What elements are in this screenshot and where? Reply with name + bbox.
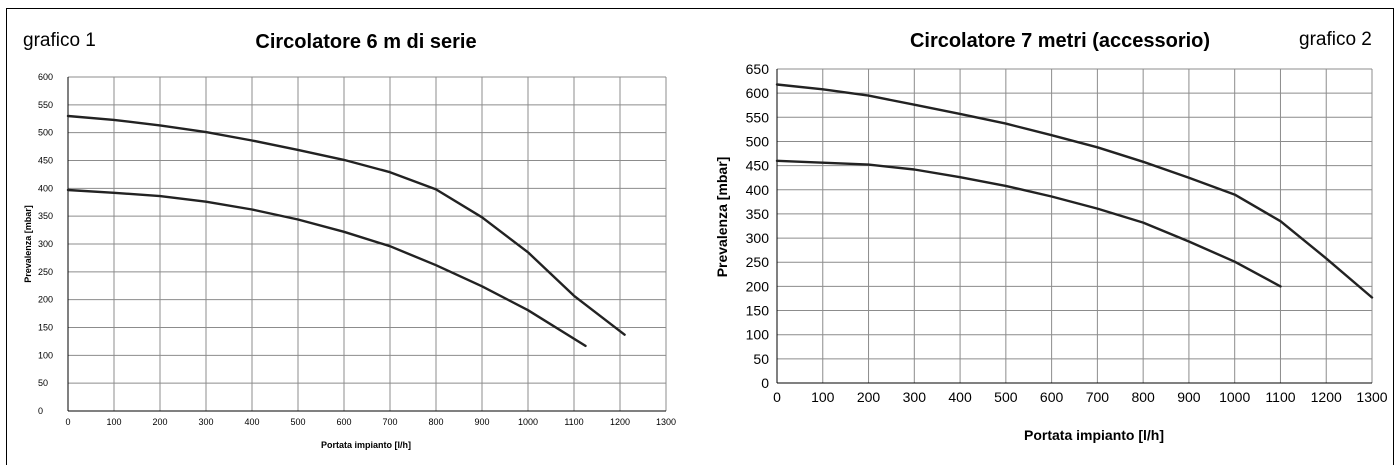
chart1-x-tick-label: 700 [382,417,397,427]
chart2-y-tick-label: 150 [746,303,770,319]
chart1-x-tick-label: 1100 [564,417,583,427]
chart2-y-tick-label: 550 [746,109,770,125]
chart2-y-tick-label: 400 [746,182,770,198]
chart1-y-tick-label: 400 [38,183,53,193]
chart2-x-tick-label: 900 [1177,389,1201,405]
chart2-x-tick-label: 200 [857,389,881,405]
chart1-x-tick-label: 800 [428,417,443,427]
chart2-x-tick-label: 300 [903,389,927,405]
chart1-x-tick-label: 300 [198,417,213,427]
chart1-y-axis-label: Prevalenza [mbar] [23,205,33,283]
chart1-x-tick-label: 0 [65,417,70,427]
chart1-series-1-line [66,114,626,336]
chart2-x-tick-label: 1000 [1219,389,1250,405]
chart2: 0 100 200 300 400 500 600 700 800 900 1000 1100 1200… [746,61,1388,405]
chart1-y-tick-label: 600 [38,72,53,82]
chart1-y-tick-label: 250 [38,267,53,277]
chart2-y-tick-label: 300 [746,230,770,246]
chart2-x-tick-label: 0 [773,389,781,405]
chart1-title: Circolatore 6 m di serie [255,31,476,53]
chart2-y-tick-label: 100 [746,327,770,343]
chart1-x-tick-label: 900 [474,417,489,427]
chart1-y-tick-label: 300 [38,239,53,249]
chart2-x-tick-label: 1300 [1356,389,1387,405]
chart2-y-tick-label: 0 [761,375,769,391]
chart2-x-axis-label: Portata impianto [l/h] [1024,427,1164,443]
chart1-x-tick-label: 600 [336,417,351,427]
chart2-y-tick-label: 600 [746,85,770,101]
chart2-x-tick-label: 100 [811,389,835,405]
chart2-y-tick-label: 650 [746,61,770,77]
chart1-y-tick-label: 50 [38,378,48,388]
chart1: 0 100 200 300 400 500 600 700 800 900 1000 1100 1200… [38,72,676,427]
chart1-y-tick-label: 150 [38,323,53,333]
chart2-series-1-line [775,83,1374,299]
chart1-x-tick-label: 100 [106,417,121,427]
chart1-x-axis-label: Portata impianto [l/h] [321,440,411,450]
chart2-title: Circolatore 7 metri (accessorio) [910,30,1210,52]
chart1-y-tick-label: 550 [38,100,53,110]
chart1-y-tick-label: 450 [38,156,53,166]
chart1-x-tick-label: 500 [290,417,305,427]
chart2-y-tick-label: 500 [746,133,770,149]
chart2-y-tick-label: 250 [746,254,770,270]
chart1-tag: grafico 1 [23,30,96,51]
chart2-y-tick-label: 50 [753,351,769,367]
chart1-y-tick-label: 100 [38,350,53,360]
chart2-y-tick-label: 350 [746,206,770,222]
chart2-y-tick-label: 450 [746,158,770,174]
chart1-y-tick-label: 200 [38,295,53,305]
chart2-series-2-line [775,159,1282,288]
plot-areas: 0 100 200 300 400 500 600 700 800 900 1000 1100 1200… [38,61,1388,427]
chart2-x-tick-label: 500 [994,389,1018,405]
chart1-x-tick-label: 1000 [518,417,538,427]
chart2-y-axis-label: Prevalenza [mbar] [714,157,730,278]
chart1-series-2-line [66,188,587,348]
chart1-y-tick-label: 0 [38,406,43,416]
chart2-x-tick-label: 800 [1131,389,1155,405]
chart1-y-tick-label: 500 [38,128,53,138]
chart2-x-tick-label: 1200 [1311,389,1342,405]
chart1-x-tick-label: 1300 [656,417,676,427]
chart2-y-tick-label: 200 [746,278,770,294]
chart1-x-tick-label: 200 [152,417,167,427]
chart2-x-tick-label: 600 [1040,389,1064,405]
chart1-y-tick-label: 350 [38,211,53,221]
chart1-x-tick-label: 400 [244,417,259,427]
chart2-tag: grafico 2 [1299,29,1372,50]
chart2-x-tick-label: 700 [1086,389,1110,405]
chart2-x-tick-label: 400 [948,389,972,405]
chart1-x-tick-label: 1200 [610,417,630,427]
chart2-x-tick-label: 1100 [1265,389,1295,405]
